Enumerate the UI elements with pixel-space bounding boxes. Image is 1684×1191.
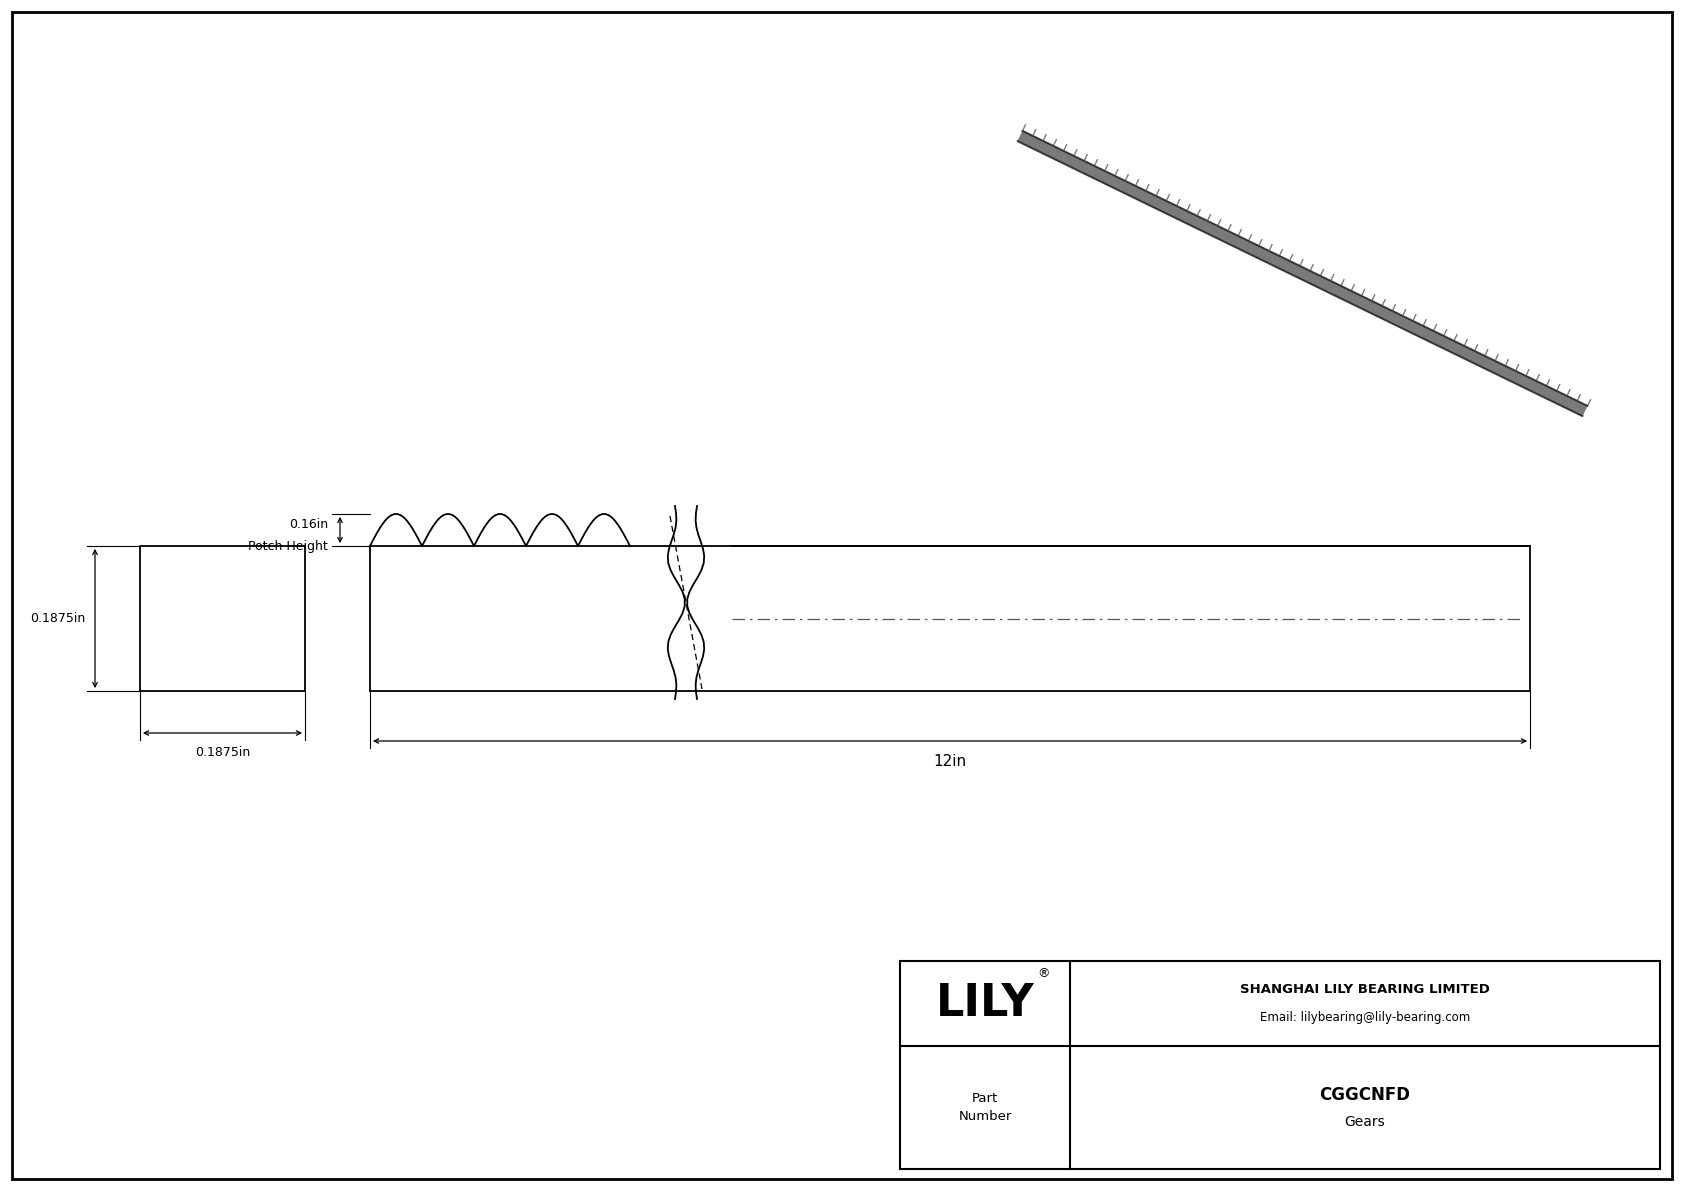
Text: 12in: 12in bbox=[933, 754, 967, 769]
Text: Part
Number: Part Number bbox=[958, 1091, 1012, 1123]
Text: Email: lilybearing@lily-bearing.com: Email: lilybearing@lily-bearing.com bbox=[1260, 1011, 1470, 1024]
Bar bbox=[899, 961, 1660, 1170]
Text: Potch Height: Potch Height bbox=[248, 540, 328, 553]
Text: 0.1875in: 0.1875in bbox=[195, 746, 251, 759]
Text: SHANGHAI LILY BEARING LIMITED: SHANGHAI LILY BEARING LIMITED bbox=[1239, 983, 1490, 996]
Text: 0.16in: 0.16in bbox=[290, 518, 328, 531]
Text: 0.1875in: 0.1875in bbox=[30, 612, 84, 625]
Text: Gears: Gears bbox=[1344, 1116, 1386, 1129]
Text: ®: ® bbox=[1037, 967, 1049, 980]
Text: CGGCNFD: CGGCNFD bbox=[1320, 1085, 1411, 1104]
Text: LILY: LILY bbox=[936, 983, 1034, 1025]
